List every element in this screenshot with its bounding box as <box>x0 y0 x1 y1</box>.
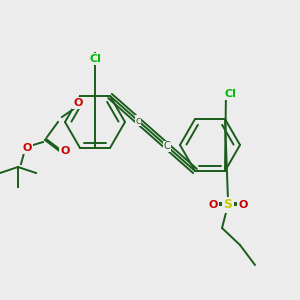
Text: O: O <box>22 143 32 153</box>
Text: c: c <box>135 116 141 126</box>
Text: C: C <box>164 141 170 151</box>
Text: O: O <box>208 200 218 210</box>
Text: Cl: Cl <box>89 54 101 64</box>
Text: O: O <box>73 98 83 108</box>
Text: O: O <box>238 200 248 210</box>
Text: Cl: Cl <box>224 89 236 99</box>
Text: S: S <box>224 199 232 212</box>
Text: O: O <box>60 146 70 156</box>
